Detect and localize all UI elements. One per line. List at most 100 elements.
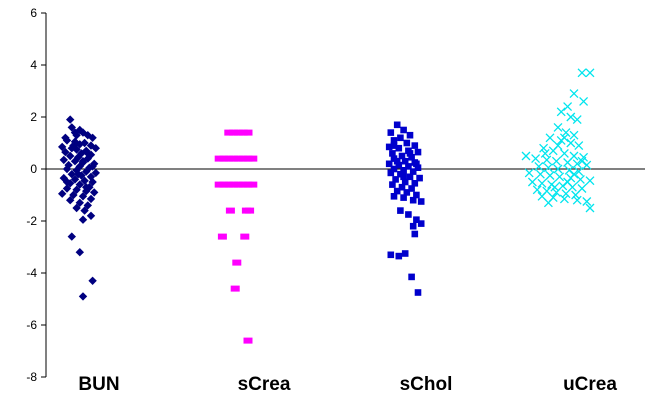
- data-point-bun: [82, 183, 91, 192]
- data-point-ucrea: [563, 158, 573, 167]
- data-point-schol: [390, 137, 398, 144]
- data-point-bun: [88, 276, 97, 285]
- data-point-schol: [406, 131, 414, 139]
- data-point-bun: [62, 184, 72, 193]
- data-point-screa: [243, 129, 253, 136]
- data-point-ucrea: [566, 138, 576, 148]
- data-point-schol: [414, 164, 422, 171]
- data-point-schol: [390, 165, 398, 173]
- data-point-bun: [75, 140, 84, 149]
- data-point-ucrea: [574, 167, 584, 177]
- data-point-ucrea: [577, 68, 587, 78]
- data-point-bun: [78, 192, 88, 201]
- data-point-ucrea: [569, 89, 579, 99]
- data-point-ucrea: [555, 172, 565, 182]
- data-point-screa: [243, 155, 253, 162]
- data-point-bun: [66, 115, 75, 124]
- data-point-ucrea: [531, 154, 541, 164]
- data-point-bun: [78, 157, 88, 166]
- data-point-bun: [61, 147, 70, 157]
- data-point-screa: [248, 181, 258, 188]
- data-point-bun: [72, 145, 81, 154]
- data-point-schol: [389, 181, 396, 188]
- data-point-schol: [397, 134, 404, 142]
- data-point-screa: [229, 129, 239, 136]
- category-label-ucrea: uCrea: [563, 374, 617, 395]
- data-point-ucrea: [569, 169, 579, 179]
- data-point-ucrea: [553, 164, 563, 174]
- data-point-ucrea: [572, 159, 582, 169]
- data-point-ucrea: [561, 189, 571, 199]
- axes-layer: [41, 12, 645, 378]
- data-point-schol: [393, 121, 401, 129]
- data-point-bun: [77, 171, 86, 180]
- data-point-ucrea: [574, 141, 584, 151]
- data-point-schol: [417, 220, 425, 227]
- data-point-schol: [400, 194, 407, 201]
- data-point-schol: [395, 252, 403, 260]
- data-point-ucrea: [559, 133, 569, 143]
- data-point-schol: [405, 211, 412, 218]
- data-point-schol: [393, 187, 401, 195]
- data-point-ucrea: [524, 168, 534, 178]
- data-point-schol: [400, 173, 407, 181]
- data-point-screa: [240, 233, 250, 240]
- data-point-screa: [214, 181, 224, 188]
- data-point-ucrea: [527, 177, 537, 187]
- data-point-ucrea: [585, 176, 595, 186]
- data-point-ucrea: [550, 182, 560, 192]
- data-point-screa: [214, 155, 224, 162]
- data-point-bun: [72, 185, 81, 194]
- data-point-screa: [233, 129, 243, 136]
- data-point-bun: [69, 190, 78, 200]
- data-point-schol: [411, 142, 419, 149]
- data-point-schol: [395, 161, 403, 169]
- data-point-schol: [385, 143, 393, 151]
- data-point-schol: [409, 168, 417, 175]
- data-point-screa: [224, 155, 234, 162]
- data-point-schol: [413, 191, 420, 199]
- data-point-screa: [245, 207, 255, 214]
- data-point-bun: [66, 151, 75, 161]
- data-point-bun: [70, 175, 80, 184]
- data-point-bun: [66, 196, 75, 205]
- data-point-screa: [233, 181, 243, 188]
- data-point-ucrea: [579, 96, 589, 106]
- y-tick-label: -4: [26, 266, 37, 280]
- y-tick-label: 4: [30, 58, 37, 72]
- data-point-ucrea: [545, 171, 555, 180]
- data-point-ucrea: [566, 112, 576, 122]
- data-point-ucrea: [559, 148, 569, 158]
- data-point-bun: [75, 162, 84, 171]
- data-point-schol: [408, 273, 415, 281]
- data-point-ucrea: [543, 163, 553, 173]
- series-schol: [385, 121, 425, 296]
- data-point-ucrea: [563, 102, 573, 112]
- data-point-screa: [230, 285, 240, 292]
- data-point-screa: [243, 337, 253, 344]
- data-point-ucrea: [585, 203, 595, 213]
- data-point-bun: [70, 128, 80, 137]
- data-point-bun: [83, 201, 92, 210]
- data-point-bun: [88, 177, 97, 187]
- y-tick-label: -8: [26, 370, 37, 384]
- data-point-schol: [403, 189, 411, 196]
- data-point-ucrea: [561, 128, 571, 138]
- data-point-schol: [411, 230, 419, 238]
- data-point-bun: [58, 142, 67, 152]
- data-point-schol: [401, 178, 409, 186]
- data-point-bun: [91, 144, 100, 153]
- data-point-ucrea: [572, 195, 582, 205]
- data-point-ucrea: [543, 198, 553, 208]
- data-point-bun: [83, 149, 92, 158]
- data-point-schol: [403, 139, 411, 147]
- data-point-ucrea: [571, 190, 581, 200]
- series-bun: [58, 115, 100, 301]
- data-point-ucrea: [585, 68, 595, 78]
- data-point-ucrea: [521, 151, 531, 161]
- data-point-schol: [414, 148, 422, 156]
- data-point-schol: [414, 289, 422, 296]
- data-point-ucrea: [553, 141, 563, 151]
- y-tick-label: -2: [26, 214, 37, 228]
